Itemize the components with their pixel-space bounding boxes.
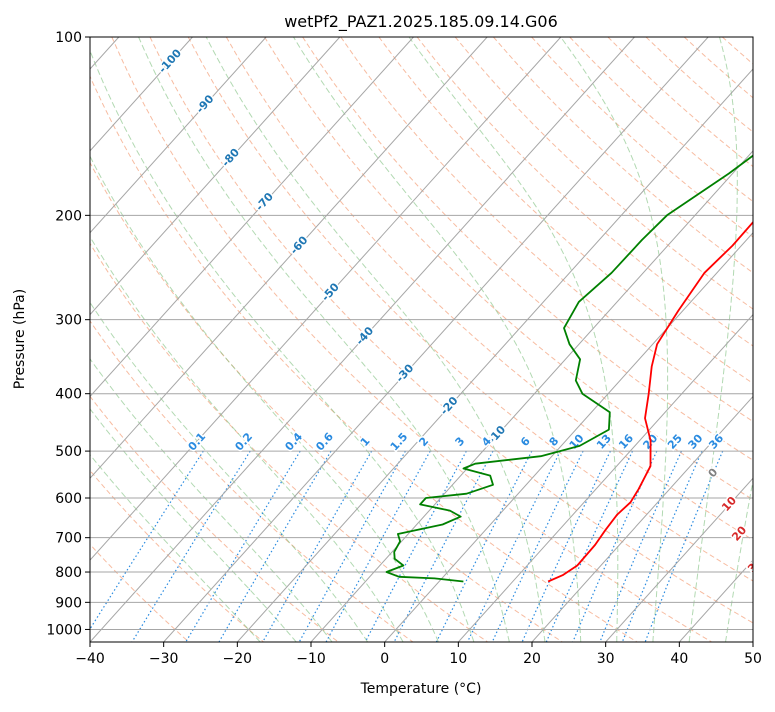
isotherm-line [0,37,266,642]
dry-adiabat-line [226,37,775,642]
dry-adiabat-line [570,37,775,642]
isotherm-line [311,37,775,642]
mixing-ratio-label: 0.4 [282,430,305,453]
y-tick-label: 1000 [46,622,82,638]
isotherm-line [0,37,414,642]
x-tick-label: −10 [296,651,326,667]
mixing-ratio-line [263,451,372,642]
mixing-ratio-label: 2 [416,435,431,449]
dry-adiabat-line [0,37,264,642]
y-tick-label: 500 [55,444,82,460]
y-tick-label: 800 [55,565,82,581]
mixing-ratio-line [186,451,300,642]
x-tick-label: 0 [380,651,389,667]
dry-adiabat-line [0,37,413,642]
y-tick-label: 300 [55,313,82,329]
x-tick-label: 30 [597,651,615,667]
mixing-ratio-line [600,451,682,642]
dry-adiabat-line [417,37,775,642]
plot-frame [90,37,753,642]
dry-adiabat-line [684,37,775,642]
mixing-ratio-label: 1 [358,435,373,449]
x-axis-ticks: −40 −30 −20 −10 0 10 20 30 40 50 [75,642,762,667]
dry-adiabat-line [265,37,775,642]
mixing-ratio-label: 16 [616,431,636,451]
mixing-ratio-label: 3 [453,435,468,449]
moist-adiabat-line [4,37,403,642]
moist-adiabat-line [0,37,260,642]
y-axis-label: Pressure (hPa) [12,289,28,389]
x-tick-label: 40 [670,651,688,667]
moist-adiabat-line [206,37,545,642]
dry-adiabat-line [493,37,775,642]
moist-adiabat-label: 40 [764,583,775,603]
plot-area: -100-100-90-90-80-80-70-70-60-60-50-50-4… [0,37,775,642]
pressure-gridlines [90,37,753,629]
mixing-ratio-line [365,451,466,642]
mixing-ratio-label: 1.5 [388,430,411,453]
isotherm-line [0,37,487,642]
y-tick-label: 700 [55,531,82,547]
mixing-ratio-label: 6 [518,434,533,449]
dry-adiabat-line [455,37,775,642]
x-tick-label: 10 [449,651,467,667]
moist-adiabat-label-halo: 40 [764,583,775,603]
y-tick-label: 900 [55,595,82,611]
moist-adiabat-line [294,37,581,642]
mixing-ratio-line [622,451,702,642]
mixing-ratio-label: 8 [547,435,562,449]
moist-adiabat-line [0,37,332,642]
y-tick-label: 400 [55,387,82,403]
x-tick-label: −20 [223,651,253,667]
mixing-ratio-label: 0.2 [232,430,255,453]
isotherm-line [385,37,775,642]
dry-adiabat-line [761,37,775,642]
isotherm-line [753,37,775,642]
isotherm-line [164,37,709,642]
dry-adiabat-line [0,37,488,642]
dry-adiabat-line [379,37,775,642]
moist-adiabat-line [0,37,296,642]
x-tick-label: −30 [149,651,179,667]
isotherm-line [16,37,561,642]
dry-adiabat-line [0,37,338,642]
mixing-ratio-line [82,451,204,642]
x-tick-label: 20 [523,651,541,667]
moist-adiabat-label: 0 [706,465,721,480]
temperature-profile-line [548,37,775,582]
mixing-ratio-label: 30 [686,431,706,451]
dry-adiabat-line [112,37,712,642]
x-tick-label: −40 [75,651,105,667]
line-labels: -100-100-90-90-80-80-70-70-60-60-50-50-4… [156,46,775,603]
moist-adiabat-line [726,37,775,642]
isotherm-line [237,37,775,642]
dry-adiabat-line [608,37,775,642]
mixing-ratio-line [645,451,723,642]
dry-adiabat-line [646,37,775,642]
y-tick-label: 100 [55,30,82,46]
moist-adiabat-line [85,37,474,642]
mixing-ratio-label: 25 [665,432,685,452]
y-axis-ticks: 100 200 300 400 500 600 700 800 900 1000 [46,30,90,638]
mixing-ratio-line [546,451,632,642]
y-tick-label: 200 [55,208,82,224]
mixing-ratio-line [299,451,405,642]
mixing-ratio-label: 13 [594,432,614,452]
chart-title: wetPf2_PAZ1.2025.185.09.14.G06 [284,12,558,32]
mixing-ratio-lines [82,451,723,642]
moist-adiabat-line [139,37,510,642]
y-tick-label: 600 [55,491,82,507]
mixing-ratio-label: 0.6 [313,430,336,453]
mixing-ratio-label: 36 [706,431,726,451]
mixing-ratio-line [492,451,583,642]
isotherm-line [679,37,775,642]
dry-adiabat-line [0,37,189,642]
moist-adiabat-label: 20 [729,523,749,543]
isotherm-line [458,37,775,642]
x-tick-label: 50 [744,651,762,667]
x-axis-label: Temperature (°C) [360,681,482,697]
